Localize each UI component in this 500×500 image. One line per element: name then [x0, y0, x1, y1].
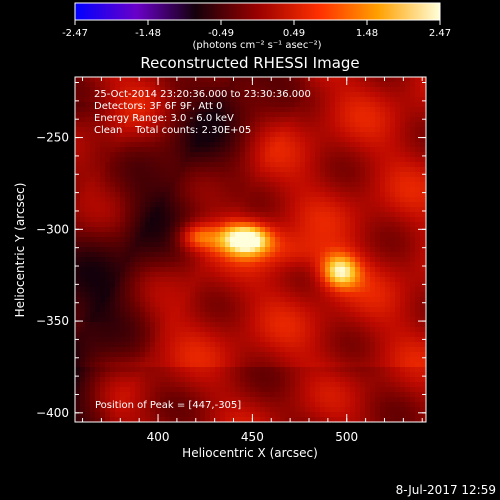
info-line: 25-Oct-2014 23:20:36.000 to 23:30:36.000 — [94, 89, 311, 100]
info-line: Energy Range: 3.0 - 6.0 keV — [94, 113, 234, 124]
colorbar-tick-label: -2.47 — [62, 28, 88, 39]
footer-date: 8-Jul-2017 12:59 — [396, 483, 496, 497]
colorbar-ticks: -2.47 -1.48 -0.49 0.49 1.48 2.47 — [62, 20, 451, 39]
heatmap-image — [75, 77, 426, 422]
info-line: Clean Total counts: 2.30E+05 — [94, 125, 251, 136]
x-tick-label: 500 — [335, 430, 358, 444]
y-tick-label: −300 — [36, 222, 69, 236]
colorbar-tick-label: 0.49 — [283, 28, 305, 39]
y-axis-label: Heliocentric Y (arcsec) — [13, 183, 27, 318]
y-tick-label: −400 — [36, 406, 69, 420]
colorbar-tick-label: -1.48 — [135, 28, 161, 39]
colorbar: -2.47 -1.48 -0.49 0.49 1.48 2.47 (photons cm⁻… — [62, 2, 451, 51]
y-tick-label: −350 — [36, 314, 69, 328]
colorbar-tick-label: 1.48 — [356, 28, 378, 39]
x-tick-label: 400 — [147, 430, 170, 444]
peak-position-label: Position of Peak = [447,-305] — [95, 400, 241, 411]
info-line: Detectors: 3F 6F 9F, Att 0 — [94, 101, 222, 112]
observation-info: 25-Oct-2014 23:20:36.000 to 23:30:36.000… — [94, 89, 311, 136]
plot-area: 400 450 500 −250 −300 −350 −400 25-Oct-2014 23… — [36, 76, 427, 444]
colorbar-tick-label: 2.47 — [429, 28, 451, 39]
colorbar-tick-label: -0.49 — [208, 28, 234, 39]
chart-title: Reconstructed RHESSI Image — [140, 54, 359, 72]
x-axis-label: Heliocentric X (arcsec) — [182, 446, 318, 460]
colorbar-gradient — [74, 2, 441, 21]
colorbar-unit-label: (photons cm⁻² s⁻¹ asec⁻²) — [192, 40, 321, 51]
axis-ticks: 400 450 500 −250 −300 −350 −400 — [36, 77, 426, 444]
x-tick-label: 450 — [241, 430, 264, 444]
y-tick-label: −250 — [36, 131, 69, 145]
